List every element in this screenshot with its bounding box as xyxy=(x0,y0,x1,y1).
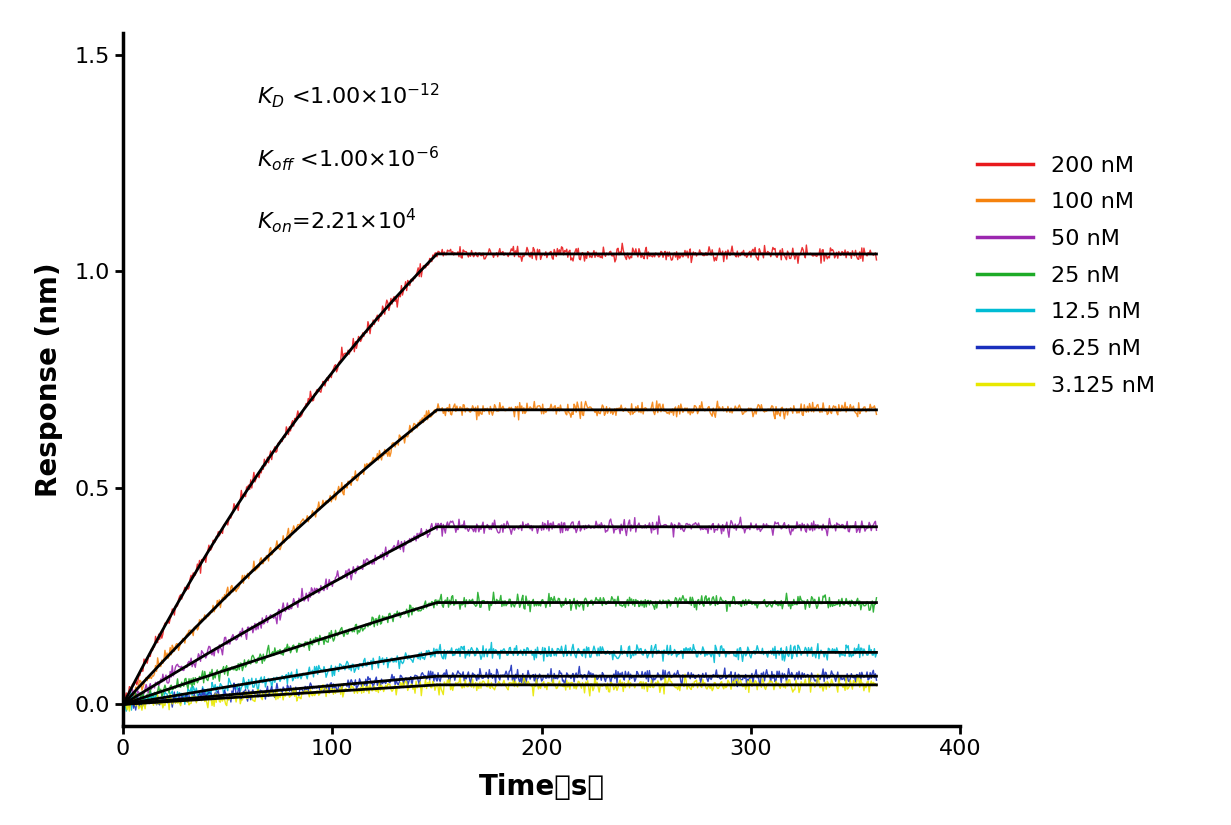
Text: $K_{off}$ <1.00×10$^{-6}$: $K_{off}$ <1.00×10$^{-6}$ xyxy=(257,144,439,172)
X-axis label: Time（s）: Time（s） xyxy=(479,773,604,801)
Legend: 200 nM, 100 nM, 50 nM, 25 nM, 12.5 nM, 6.25 nM, 3.125 nM: 200 nM, 100 nM, 50 nM, 25 nM, 12.5 nM, 6… xyxy=(969,147,1163,404)
Text: $K_{on}$=2.21×10$^4$: $K_{on}$=2.21×10$^4$ xyxy=(257,206,416,235)
Text: $K_D$ <1.00×10$^{-12}$: $K_D$ <1.00×10$^{-12}$ xyxy=(257,82,439,111)
Y-axis label: Response (nm): Response (nm) xyxy=(36,262,63,497)
